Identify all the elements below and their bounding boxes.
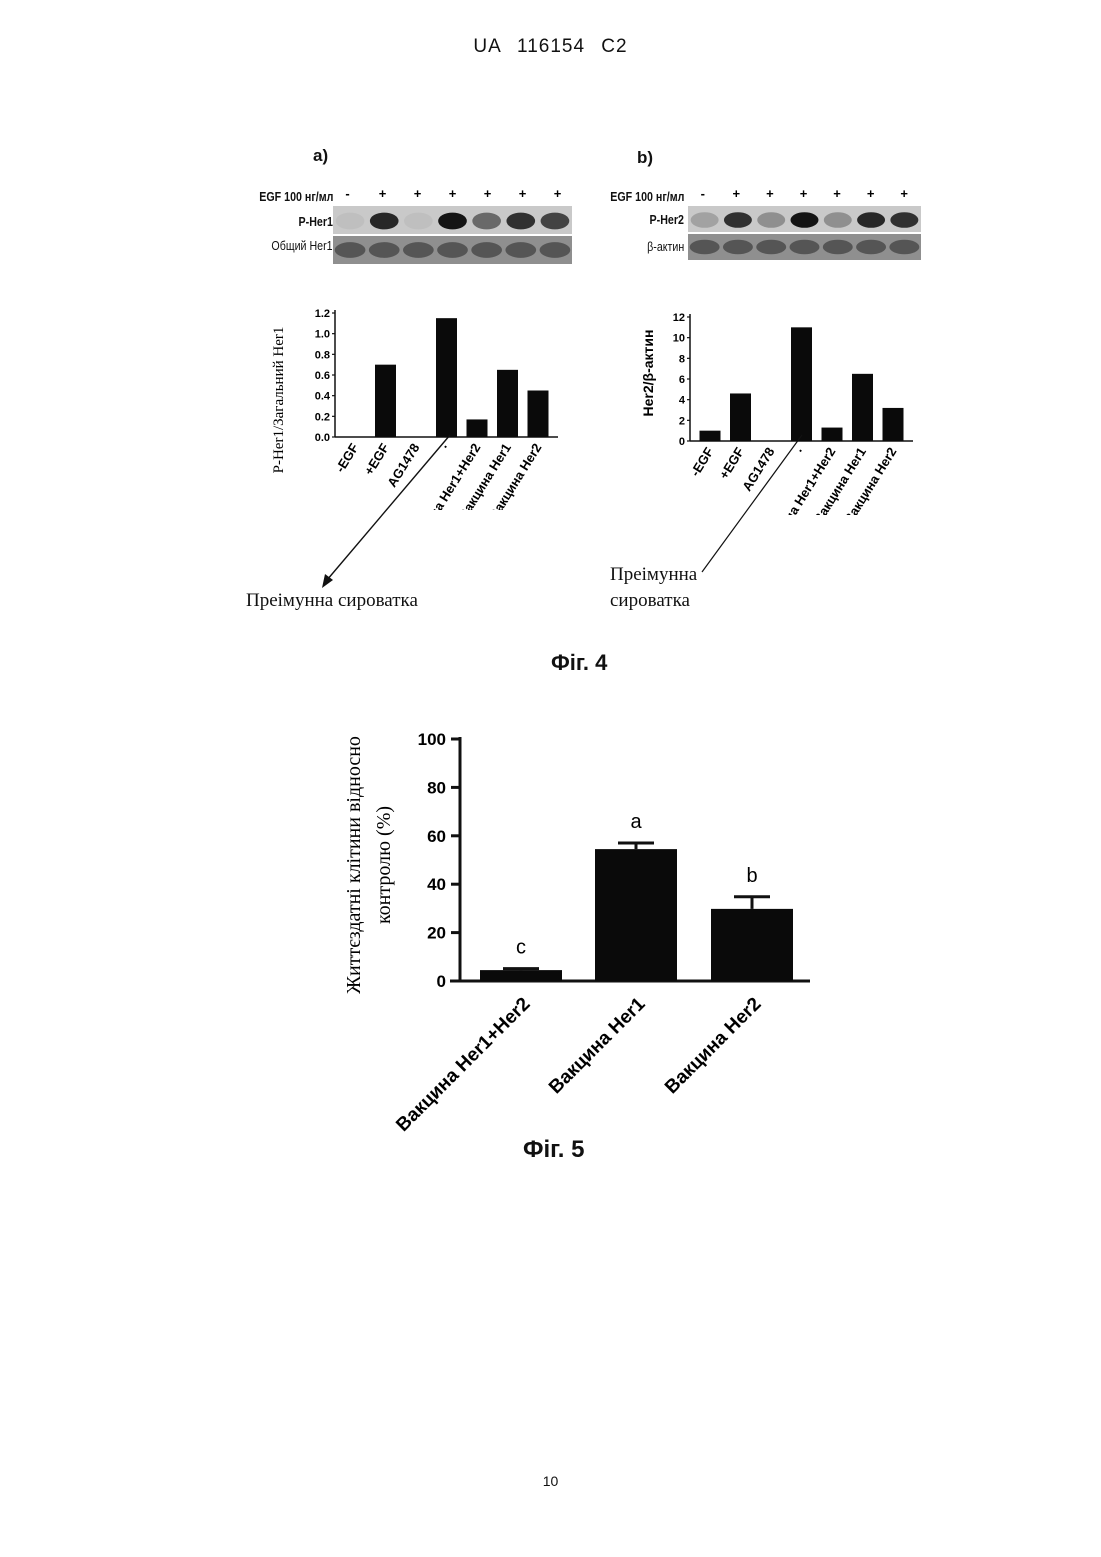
bar [711, 909, 793, 981]
blot-band [724, 212, 752, 228]
significance-letter: b [746, 865, 757, 887]
panel-b-preimmune-label: Преімунна сироватка [610, 562, 720, 614]
patent-header: UA 116154 C2 [0, 36, 1101, 58]
blot-band-loading [369, 242, 400, 258]
x-tick-label: Вакцина Her1 [545, 993, 650, 1098]
blot-band-loading [335, 242, 366, 258]
y-axis-label: Життєздатні клітини відносно [343, 736, 365, 994]
egf-sign: + [766, 186, 774, 201]
page-number: 10 [0, 1473, 1101, 1489]
egf-sign: + [414, 186, 422, 201]
egf-sign: + [733, 186, 741, 201]
blot-band [438, 213, 467, 230]
egf-sign: + [379, 186, 387, 201]
panel-b-row2-label: β-актин [647, 239, 684, 254]
blot-band-loading [790, 240, 820, 255]
y-axis-label: Her2/β-актин [640, 330, 656, 417]
egf-sign: + [554, 186, 562, 201]
y-tick-label: 60 [427, 827, 446, 846]
egf-sign: + [833, 186, 841, 201]
panel-b-egf-label: EGF 100 нг/мл [610, 189, 684, 204]
x-tick-label: Вакцина Her1+Her2 [392, 994, 534, 1136]
blot-band-loading [756, 240, 786, 255]
fig5-bar-chart: 0 20 40 60 80 100 c Вакцина Her1+Her2 a Вакцина H… [330, 690, 850, 1150]
blot-band [857, 212, 885, 228]
blot-band-loading [690, 240, 720, 255]
blot-band-loading [856, 240, 886, 255]
panel-a-row2-label: Общий Her1 [272, 238, 333, 253]
significance-letter: a [630, 811, 642, 833]
blot-band [472, 213, 501, 230]
blot-band-loading [723, 240, 753, 255]
panel-a-preimmune-label: Преімунна сироватка [246, 588, 418, 614]
egf-sign: - [701, 186, 705, 201]
panel-b-label: b) [637, 148, 653, 168]
egf-sign: + [867, 186, 875, 201]
egf-sign: + [800, 186, 808, 201]
y-tick-label: 0.8 [315, 349, 330, 361]
blot-band [506, 213, 535, 230]
blot-band-loading [437, 242, 468, 258]
egf-sign: + [449, 186, 457, 201]
panel-a-egf-signs: - + + + + + + [330, 183, 575, 205]
y-tick-label: 0 [437, 972, 446, 991]
egf-sign: + [484, 186, 492, 201]
fig4-caption: Фіг. 4 [551, 650, 607, 676]
blot-band [404, 213, 433, 230]
panel-b-western-blot [688, 206, 921, 260]
blot-band [824, 212, 852, 228]
y-tick-label: 12 [673, 312, 685, 324]
panel-b-egf-signs: - + + + + + + [686, 183, 921, 205]
fig5-caption: Фіг. 5 [523, 1136, 584, 1164]
egf-sign: - [345, 186, 349, 201]
y-tick-label: 80 [427, 778, 446, 797]
panel-a-label: a) [313, 146, 328, 166]
bar [595, 849, 677, 981]
y-tick-label: 0.6 [315, 370, 330, 382]
blot-band [541, 213, 570, 230]
egf-sign: + [900, 186, 908, 201]
y-tick-label: 6 [679, 374, 685, 386]
panel-a-egf-label: EGF 100 нг/мл [259, 189, 333, 204]
y-tick-label: 1.0 [315, 329, 330, 341]
blot-band [336, 213, 365, 230]
blot-band [370, 213, 399, 230]
blot-band [757, 212, 785, 228]
blot-band [791, 212, 819, 228]
panel-b-row1-label: P-Her2 [650, 212, 684, 227]
y-tick-label: 1.2 [315, 308, 330, 320]
blot-band-loading [505, 242, 536, 258]
y-tick-label: 40 [427, 875, 446, 894]
panel-a-row1-label: P-Her1 [299, 214, 333, 229]
panel-a-western-blot [333, 206, 572, 264]
blot-band [691, 212, 719, 228]
blot-band-loading [471, 242, 502, 258]
y-tick-label: 0.4 [315, 391, 331, 403]
blot-band-loading [823, 240, 853, 255]
blot-band-loading [540, 242, 571, 258]
significance-letter: c [516, 937, 526, 959]
x-tick-label: Вакцина Her2 [661, 994, 765, 1098]
y-axis-label: контролю (%) [373, 806, 395, 924]
blot-band [890, 212, 918, 228]
blot-band-loading [403, 242, 434, 258]
y-tick-label: 4 [679, 395, 686, 407]
y-tick-label: 100 [418, 730, 446, 749]
y-tick-label: 20 [427, 924, 446, 943]
y-axis-label: P-Her1/Загальний Her1 [271, 327, 287, 474]
blot-band-loading [889, 240, 919, 255]
bar [480, 970, 562, 981]
y-tick-label: 8 [679, 353, 685, 365]
y-tick-label: 10 [673, 333, 685, 345]
egf-sign: + [519, 186, 527, 201]
